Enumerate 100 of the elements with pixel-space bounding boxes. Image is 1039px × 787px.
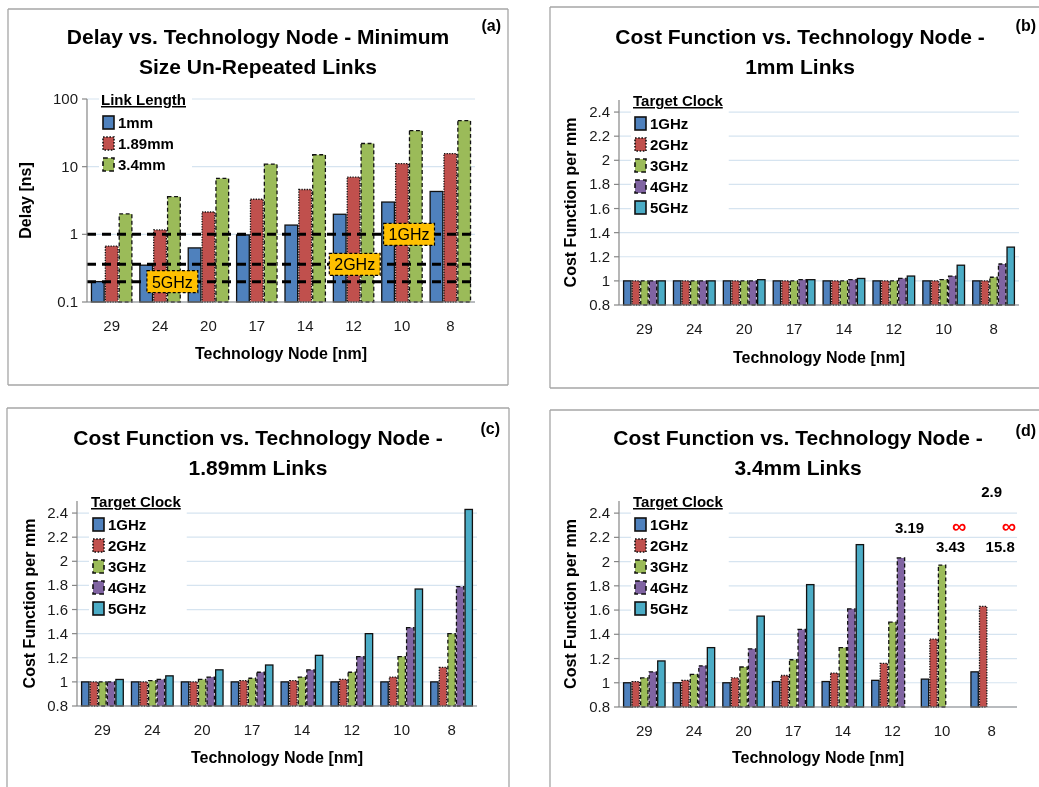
y-tick-label: 1 (59, 672, 68, 690)
y-tick-label: 0.8 (47, 697, 68, 714)
y-tick-label: 1.2 (589, 247, 610, 265)
y-tick-label: 1.4 (589, 625, 610, 643)
x-tick-label: 24 (685, 320, 703, 337)
y-tick-label: 1.8 (589, 576, 610, 594)
y-tick-label: 2.4 (47, 504, 68, 522)
text: 2.9 (981, 483, 1003, 500)
chart-title: Cost Function vs. Technology Node - 1.89mm Links (73, 426, 443, 479)
y-tick-label: 2 (59, 552, 68, 570)
x-tick-label: 8 (447, 721, 456, 738)
x-tick-label: 14 (296, 317, 314, 334)
x-tick-label: 29 (103, 317, 121, 334)
x-tick-label: 12 (343, 721, 361, 738)
legend-label: 3.4mm (118, 156, 166, 173)
y-axis-title: Cost Function per mm (21, 518, 38, 689)
y-tick-label: 1.6 (589, 601, 610, 619)
x-tick-label: 10 (393, 721, 411, 738)
ref-line-label: 5GHz (151, 273, 193, 291)
y-tick-label: 1.4 (589, 223, 610, 241)
x-tick-label: 10 (393, 317, 411, 334)
text: 3.43 (936, 538, 966, 555)
y-tick-label: 2.4 (589, 103, 610, 121)
legend-title: Target Clock (633, 92, 724, 109)
legend-label: 4GHz (650, 178, 689, 195)
x-tick-label: 17 (243, 721, 261, 738)
legend-label: 4GHz (108, 579, 147, 596)
y-tick-label: 2 (601, 151, 610, 169)
legend-label: 1GHz (650, 115, 689, 132)
x-axis-title: Technology Node [nm] (732, 349, 906, 366)
legend-label: 5GHz (650, 199, 689, 216)
y-tick-label: 100 (52, 90, 78, 107)
legend-title: Target Clock (91, 493, 182, 510)
y-tick-label: 1 (601, 271, 610, 289)
x-tick-label: 20 (193, 721, 211, 738)
y-tick-label: 1.6 (589, 199, 610, 217)
text: (a) (481, 17, 501, 34)
chart-title: Cost Function vs. Technology Node - 3.4mm Links (613, 426, 983, 479)
y-tick-label: 0.8 (589, 698, 610, 715)
y-tick-label: 1.4 (47, 624, 68, 642)
text: 15.8 (985, 538, 1015, 555)
y-tick-label: 1.2 (47, 648, 68, 666)
chart-title: Cost Function vs. Technology Node - 1mm Links (615, 25, 985, 78)
x-tick-label: 17 (785, 320, 803, 337)
x-tick-label: 12 (884, 722, 901, 739)
legend-label: 5GHz (650, 600, 689, 617)
x-tick-label: 20 (735, 722, 752, 739)
x-tick-label: 8 (987, 722, 996, 739)
y-tick-label: 0.8 (589, 296, 610, 313)
x-tick-label: 29 (635, 722, 653, 739)
x-tick-label: 24 (143, 721, 161, 738)
x-tick-label: 17 (248, 317, 266, 334)
y-tick-label: 2.2 (589, 127, 610, 145)
x-tick-label: 8 (989, 320, 998, 337)
legend-label: 1mm (118, 114, 154, 131)
y-tick-label: 10 (61, 157, 78, 175)
y-tick-label: 2.4 (589, 504, 610, 522)
x-tick-label: 29 (636, 320, 653, 337)
text: (d) (1015, 422, 1036, 439)
x-axis-title: Technology Node [nm] (194, 345, 368, 362)
x-tick-label: 10 (933, 722, 951, 739)
x-tick-label: 14 (293, 721, 311, 738)
y-axis-title: Delay [ns] (17, 162, 34, 239)
y-tick-label: 1.8 (589, 175, 610, 193)
y-tick-label: 1.6 (47, 600, 68, 618)
x-tick-label: 12 (885, 320, 903, 337)
text: 3.19 (894, 519, 925, 536)
y-tick-label: 2 (601, 552, 610, 570)
text: (b) (1015, 17, 1036, 34)
legend-label: 3GHz (108, 558, 147, 575)
y-axis-title: Cost Function per mm (562, 519, 579, 689)
text: ∞ (952, 515, 967, 537)
chart-title: Delay vs. Technology Node - Minimum Size Un-Repeated Links (66, 25, 450, 78)
x-axis-title: Technology Node [nm] (190, 749, 364, 766)
y-tick-label: 1.2 (589, 649, 610, 667)
legend-label: 2GHz (650, 537, 689, 554)
legend-label: 1GHz (650, 516, 689, 533)
y-tick-label: 0.1 (57, 293, 78, 310)
ref-line-label: 2GHz (334, 256, 376, 274)
legend-label: 5GHz (108, 600, 147, 617)
text: ∞ (1001, 515, 1016, 537)
x-tick-label: 12 (345, 317, 362, 334)
y-tick-label: 1.8 (47, 576, 68, 594)
x-tick-label: 24 (685, 722, 703, 739)
legend-label: 2GHz (108, 537, 147, 554)
x-tick-label: 8 (446, 317, 455, 334)
legend-label: 1.89mm (118, 135, 174, 152)
x-tick-label: 10 (935, 320, 953, 337)
legend-label: 1GHz (108, 516, 147, 533)
y-tick-label: 1 (69, 225, 78, 243)
legend-label: 2GHz (650, 136, 689, 153)
x-tick-label: 29 (94, 721, 111, 738)
x-axis-title: Technology Node [nm] (731, 749, 905, 766)
legend-label: 3GHz (650, 558, 689, 575)
legend-title: Link Length (101, 91, 186, 108)
y-tick-label: 2.2 (47, 528, 68, 546)
y-tick-label: 1 (601, 673, 610, 691)
text: (c) (480, 420, 500, 437)
legend-label: 3GHz (650, 157, 689, 174)
x-tick-label: 14 (835, 320, 853, 337)
